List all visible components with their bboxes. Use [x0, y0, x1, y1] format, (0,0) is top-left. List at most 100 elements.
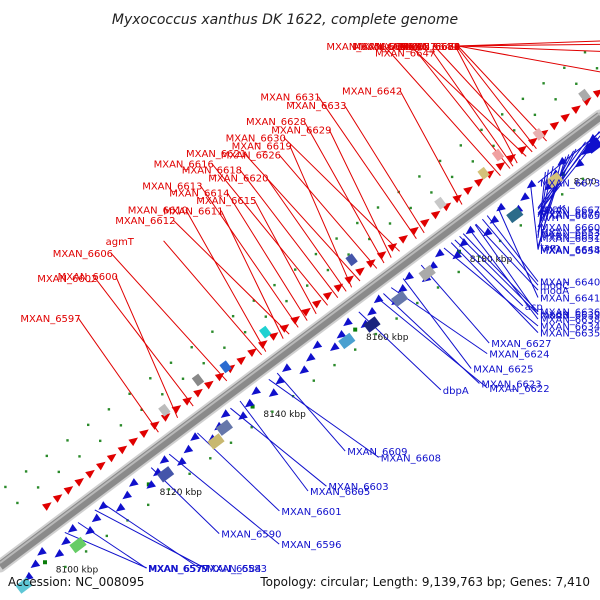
reverse-gene-arrow — [268, 388, 279, 397]
feature-block-3 — [259, 325, 272, 339]
forward-gene-arrow — [193, 388, 203, 398]
connector-rev — [402, 278, 472, 369]
gene-labels: MXAN_6681MXAN_6680MXAN_6674MXAN_6668MXAN… — [20, 42, 600, 575]
forward-gene-label: MXAN_6602 — [37, 274, 97, 285]
reverse-gene-arrow — [367, 307, 377, 316]
forward-gene-arrow — [409, 226, 419, 236]
forward-gene-label: MXAN_6612 — [115, 216, 175, 227]
tick-label-4: 8180 kbp — [470, 255, 513, 265]
reverse-gene-label: MXAN_6622 — [489, 384, 549, 395]
forward-gene-arrow — [204, 380, 214, 390]
reverse-gene-arrow — [373, 294, 384, 304]
reverse-gene-label: MXAN_6667 — [540, 205, 600, 216]
feature-block-7 — [491, 148, 505, 162]
connector-fwd — [457, 45, 547, 142]
forward-gene-label: MXAN_6630 — [226, 133, 286, 144]
reverse-gene-arrow — [122, 490, 132, 500]
grid-dot — [457, 270, 460, 274]
reverse-gene-label: MXAN_6648 — [540, 245, 600, 256]
summary-text: Topology: circular; Length: 9,139,763 bp… — [259, 575, 590, 589]
grid-dot — [563, 66, 566, 69]
grid-dot — [45, 454, 48, 458]
feature-block-rev-11 — [69, 536, 87, 554]
connector-rev — [420, 264, 490, 344]
forward-gene-arrow — [312, 299, 322, 309]
reverse-gene-arrow — [336, 329, 347, 339]
reverse-gene-arrow — [330, 342, 340, 351]
grid-dot — [105, 534, 108, 538]
grid-dot — [436, 286, 440, 289]
reverse-gene-arrow — [98, 501, 108, 510]
scale-ticks: 8100 kbp 8120 kbp 8140 kbp 8160 kbp 8180 kbp… — [4, 51, 600, 576]
connector-fwd — [456, 45, 537, 150]
grid-dot — [533, 113, 537, 117]
feature-block-rev-7 — [506, 206, 524, 224]
forward-gene-arrow — [420, 218, 430, 228]
reverse-gene-arrow — [54, 548, 65, 558]
forward-gene-arrow — [452, 194, 462, 204]
grid-dot — [480, 128, 483, 132]
grid-dot — [438, 159, 442, 163]
forward-gene-arrow — [549, 121, 560, 131]
reverse-gene-arrow — [177, 457, 187, 466]
forward-gene-arrow — [96, 461, 106, 471]
reverse-gene-arrow — [37, 547, 47, 556]
forward-gene-arrow — [171, 405, 182, 414]
grid-dot — [347, 253, 350, 256]
reverse-gene-label: dbpA — [443, 386, 469, 397]
grid-dot — [471, 160, 474, 163]
grid-dot — [264, 315, 267, 318]
grid-dot — [273, 283, 276, 287]
forward-gene-arrow — [214, 372, 225, 382]
forward-gene-arrow — [63, 486, 74, 495]
connector-rev — [537, 154, 570, 233]
forward-gene-arrow — [128, 437, 138, 447]
connector-rev — [377, 297, 488, 389]
feature-block-0 — [158, 403, 171, 417]
reverse-gene-label: MXAN_6624 — [489, 350, 549, 361]
reverse-gene-label: livG — [540, 228, 559, 239]
reverse-gene-label: MXAN_6605 — [310, 487, 370, 498]
gene-features — [15, 88, 600, 594]
reverse-gene-arrow — [544, 181, 554, 191]
feature-block-8 — [532, 127, 545, 141]
reverse-gene-label: MXAN_6665 — [540, 211, 600, 222]
grid-dot — [374, 332, 378, 336]
grid-dot — [285, 299, 288, 303]
reverse-gene-label: MXAN_6652 — [540, 232, 600, 243]
grid-dot — [209, 457, 212, 460]
forward-gene-label: MXAN_6658 — [400, 42, 460, 53]
forward-gene-arrow — [506, 154, 516, 163]
connector-fwd — [220, 210, 284, 339]
connector-rev — [450, 242, 539, 333]
grid-dot — [312, 379, 315, 382]
reverse-gene-label: modA — [540, 286, 569, 297]
forward-gene-arrow — [150, 421, 160, 430]
grid-dot — [107, 408, 111, 411]
connector-fwd — [94, 277, 194, 407]
reverse-gene-arrow — [115, 503, 126, 512]
grid-dot — [202, 362, 205, 365]
reverse-gene-label: MXAN_6639 — [540, 311, 600, 322]
connector-fwd — [343, 104, 425, 234]
reverse-gene-label: modC — [540, 281, 569, 292]
grid-dot — [24, 470, 28, 473]
reverse-gene-arrow — [238, 411, 248, 420]
grid-dot — [395, 317, 398, 320]
reverse-gene-arrow — [85, 526, 95, 535]
forward-gene-arrow — [376, 251, 387, 260]
forward-gene-label: MXAN_6618 — [182, 166, 242, 177]
reverse-gene-arrow — [496, 202, 506, 212]
grid-dot — [368, 237, 371, 241]
reverse-gene-label: MXAN_6625 — [473, 365, 533, 376]
grid-dot — [376, 206, 380, 209]
forward-gene-label: MXAN_6656 — [352, 42, 412, 53]
reverse-gene-label: MXAN_6654 — [540, 246, 600, 257]
forward-gene-label: proS — [398, 42, 421, 53]
forward-gene-label: MXAN_6628 — [246, 117, 306, 128]
connector-fwd — [163, 240, 262, 356]
grid-dot — [169, 361, 173, 364]
forward-gene-arrow — [355, 267, 365, 276]
feature-block-rev-8 — [545, 171, 564, 189]
reverse-gene-arrow — [30, 559, 41, 569]
